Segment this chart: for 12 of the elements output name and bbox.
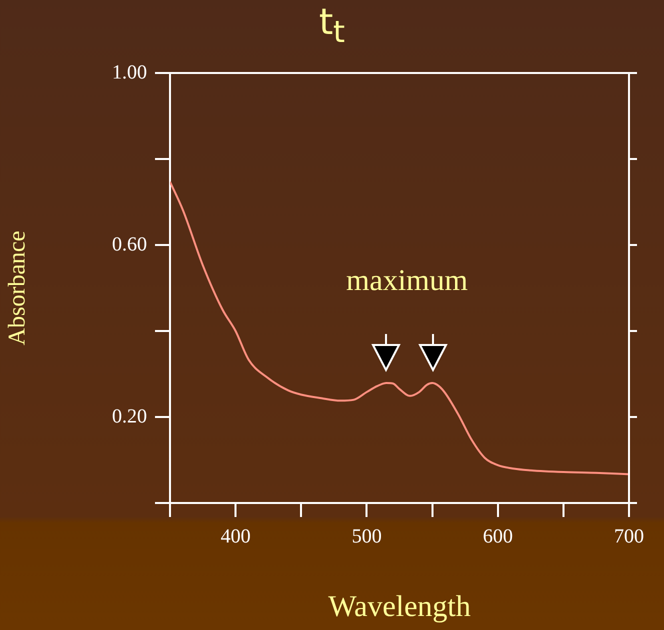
y-tick-label: 0.20 [112, 405, 147, 428]
line-series [170, 180, 629, 476]
y-tick-label: 1.00 [112, 61, 147, 84]
x-tick-label: 700 [614, 525, 644, 548]
x-tick-label: 400 [220, 525, 251, 548]
y-tick-label: 0.60 [112, 233, 147, 256]
x-tick-label: 500 [352, 525, 382, 548]
x-tick-label: 600 [482, 525, 513, 548]
annotation: maximum [345, 264, 469, 298]
y-axis-title: Absorbance [4, 230, 31, 346]
chart-title: t$_{t}$ [318, 2, 346, 50]
x-axis-title: Wavelength [328, 590, 471, 623]
